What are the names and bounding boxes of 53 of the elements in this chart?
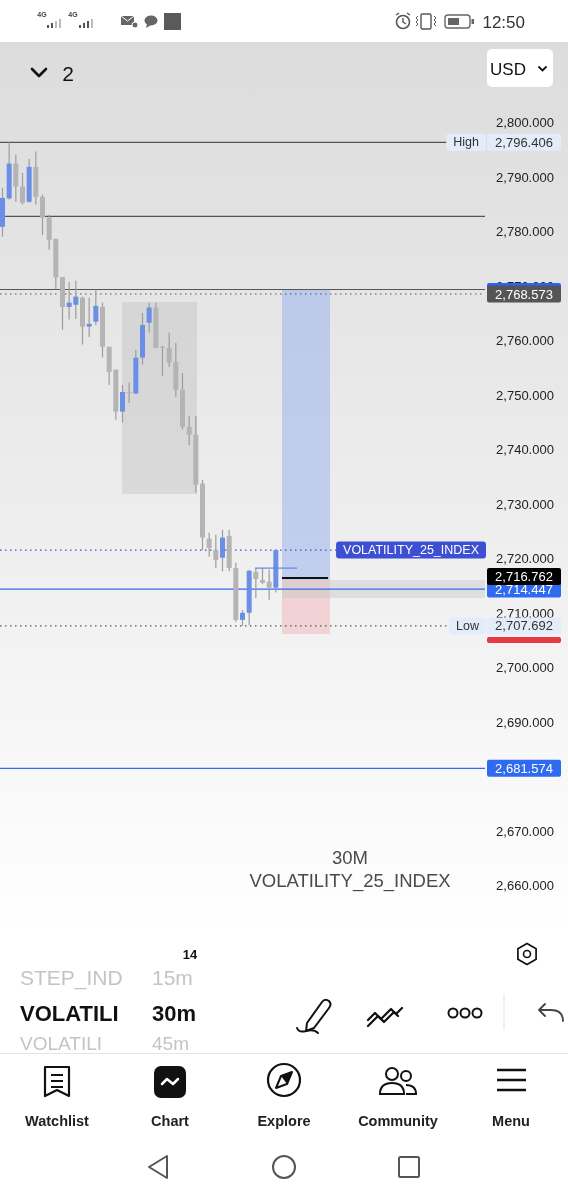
text: 2,716.762 xyxy=(495,569,553,584)
candlestick xyxy=(266,569,272,601)
y-tick-label: 2,720.000 xyxy=(496,551,554,567)
ref-line-label: 2,796.406 xyxy=(495,134,553,150)
candlestick xyxy=(93,288,99,326)
text: USD xyxy=(490,59,526,79)
candlestick xyxy=(146,302,152,334)
text: Explore xyxy=(257,1113,311,1129)
text: 45m xyxy=(152,1032,189,1054)
candlestick xyxy=(213,534,219,569)
candlestick xyxy=(86,297,92,338)
text: 12:50 xyxy=(482,12,525,32)
y-tick-label: 2,730.000 xyxy=(496,496,554,512)
text: 15m xyxy=(152,965,193,989)
candlestick xyxy=(13,154,19,203)
candlestick xyxy=(120,384,125,424)
text: STEP_IND xyxy=(20,965,123,990)
text: 30m xyxy=(152,1000,197,1026)
candlestick xyxy=(160,345,165,377)
text: VOLATILI xyxy=(20,1000,119,1026)
text: VOLATILI xyxy=(20,1032,103,1054)
candlestick xyxy=(253,567,259,599)
y-tick-label: 2,750.000 xyxy=(496,387,554,403)
annotation: Low xyxy=(456,618,480,633)
y-tick-label: 2,690.000 xyxy=(496,714,554,730)
text: 2 xyxy=(62,61,74,85)
annotation: VOLATILITY_25_INDEX xyxy=(249,869,451,892)
y-tick-label: 2,760.000 xyxy=(496,333,554,349)
annotation: VOLATILITY_25_INDEX xyxy=(343,543,480,558)
candlestick xyxy=(206,532,212,558)
y-tick-label: 2,780.000 xyxy=(496,224,554,240)
y-tick-label: 2,670.000 xyxy=(496,823,554,839)
annotation: 30M xyxy=(332,846,368,868)
candlestick xyxy=(220,529,225,572)
candlestick xyxy=(126,382,132,404)
candlestick xyxy=(186,415,192,446)
y-tick-label: 2,700.000 xyxy=(496,660,554,676)
y-tick-label: 2,800.000 xyxy=(496,115,554,131)
candlestick xyxy=(40,194,45,236)
annotation: High xyxy=(453,135,480,150)
y-tick-label: 2,740.000 xyxy=(496,442,554,458)
text: Community xyxy=(358,1113,438,1129)
candlestick xyxy=(20,172,25,206)
text: Chart xyxy=(151,1113,190,1129)
ref-line-label: 2,681.574 xyxy=(495,760,553,776)
y-tick-label: 2,710.000 xyxy=(496,605,554,621)
text: Menu xyxy=(492,1113,530,1129)
text: 14 xyxy=(182,946,198,962)
y-tick-label: 2,660.000 xyxy=(496,878,554,894)
ref-line-label: 2,707.692 xyxy=(495,618,553,634)
y-tick-label: 2,790.000 xyxy=(496,169,554,185)
text: Watchlist xyxy=(25,1113,90,1129)
ref-line-label: 2,768.573 xyxy=(495,286,553,302)
